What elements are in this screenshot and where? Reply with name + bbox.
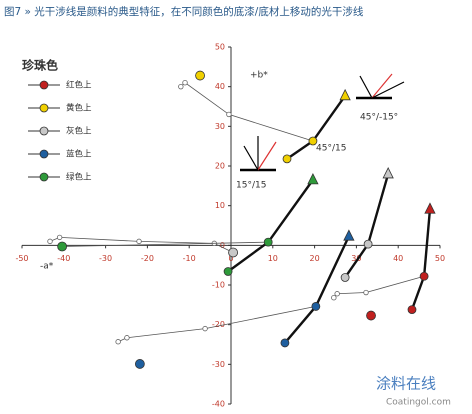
y-tick-label: 50	[215, 43, 225, 52]
angle-icon	[240, 73, 405, 172]
end-triangle	[424, 202, 436, 214]
x-tick-label: 50	[435, 254, 445, 263]
watermark: 涂料在线	[376, 375, 436, 393]
end-triangle	[339, 88, 351, 101]
x-tick-label: -10	[183, 254, 196, 263]
annotation: +b*	[250, 71, 268, 81]
legend-label: 灰色上	[66, 126, 92, 137]
y-tick-label: 40	[215, 82, 225, 91]
x-tick-label: -40	[57, 254, 70, 263]
y-tick-label: -10	[212, 281, 225, 290]
y-tick-label: -30	[212, 360, 225, 369]
legend-marker	[39, 80, 49, 90]
thin-point	[124, 335, 130, 341]
start-dot	[57, 241, 68, 252]
thick-point	[419, 271, 429, 281]
thick-point	[263, 237, 273, 247]
start-dot	[195, 70, 205, 81]
thick-point	[363, 239, 373, 249]
thin-point	[202, 325, 208, 332]
thick-point	[223, 267, 233, 276]
legend-marker	[39, 126, 49, 136]
x-tick-label: 40	[393, 254, 403, 263]
annotation: 15°/15	[236, 181, 266, 191]
thin-point	[334, 291, 340, 297]
y-tick-label: -40	[212, 400, 225, 409]
y-tick-label: 30	[215, 122, 225, 131]
y-tick-label: 0	[220, 241, 225, 250]
y-tick-label: -20	[212, 320, 225, 329]
thick-point	[340, 273, 350, 282]
y-tick-label: 20	[215, 162, 225, 171]
start-dot	[134, 359, 145, 369]
x-tick-label: -20	[141, 254, 154, 263]
legend-label: 红色上	[66, 80, 92, 91]
thick-point	[282, 154, 292, 164]
legend-marker	[39, 172, 49, 182]
thick-point	[407, 305, 417, 314]
end-triangle	[307, 172, 319, 185]
thin-line	[180, 82, 314, 142]
thin-point	[363, 289, 369, 296]
annotation: 45°/-15°	[360, 113, 398, 123]
thick-line	[284, 235, 350, 344]
thick-point	[280, 338, 290, 348]
x-tick-label: -50	[15, 254, 28, 263]
y-tick-label: 10	[215, 201, 225, 210]
thin-point	[331, 294, 337, 301]
annotation: 45°/15	[316, 144, 346, 154]
legend-title: 珍珠色	[22, 58, 58, 73]
legend-label: 黄色上	[66, 103, 92, 114]
thin-point	[178, 83, 184, 90]
thick-line	[410, 209, 432, 311]
thick-point	[308, 136, 318, 146]
legend-marker	[39, 103, 49, 113]
x-tick-label: 10	[268, 254, 278, 263]
legend-label: 蓝色上	[66, 149, 92, 160]
thin-point	[136, 238, 142, 245]
thin-line	[117, 306, 316, 343]
end-triangle	[382, 167, 394, 179]
x-tick-label: 30	[351, 254, 361, 263]
x-tick-label: -30	[99, 254, 112, 263]
x-tick-label: 20	[310, 254, 320, 263]
x-tick-label: 0	[228, 254, 233, 263]
thin-line	[62, 241, 269, 247]
thin-point	[182, 79, 188, 86]
thin-point	[47, 238, 53, 245]
end-triangle	[343, 229, 355, 241]
chart-title: 图7 » 光干涉线是颜料的典型特征，在不同颜色的底漆/底材上移动的光干涉线	[4, 5, 364, 18]
legend-label: 绿色上	[66, 172, 92, 183]
watermark: Coatingol.com	[386, 398, 451, 408]
thin-point	[115, 339, 121, 345]
thin-point	[56, 234, 63, 241]
start-dot	[366, 310, 376, 321]
legend-marker	[39, 149, 49, 159]
annotation: -a*	[40, 262, 54, 272]
thick-point	[311, 302, 321, 311]
thin-point	[226, 111, 232, 118]
start-dot	[228, 247, 238, 258]
